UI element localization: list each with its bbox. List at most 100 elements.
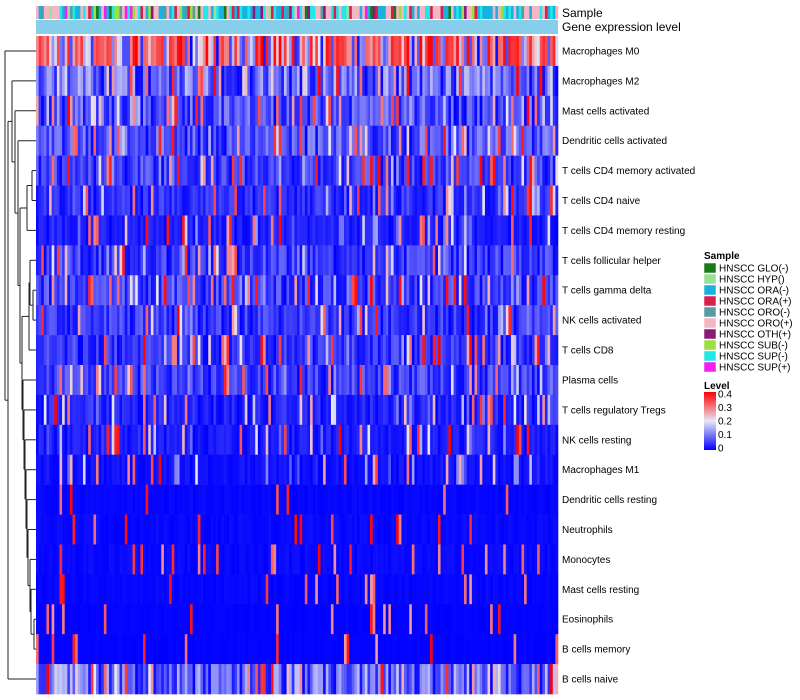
heatmap-cell bbox=[480, 574, 483, 604]
heatmap-cell bbox=[287, 215, 290, 245]
heatmap-cell bbox=[253, 455, 256, 485]
heatmap-cell bbox=[477, 365, 480, 395]
heatmap-cell bbox=[508, 126, 511, 156]
heatmap-cell bbox=[469, 126, 472, 156]
heatmap-cell bbox=[401, 275, 404, 305]
sample-track-cell bbox=[101, 6, 104, 19]
heatmap-cell bbox=[414, 186, 417, 216]
heatmap-cell bbox=[140, 455, 143, 485]
heatmap-cell bbox=[148, 395, 151, 425]
heatmap-cell bbox=[469, 365, 472, 395]
heatmap-cell bbox=[177, 275, 180, 305]
heatmap-cell bbox=[187, 305, 190, 335]
heatmap-cell bbox=[44, 515, 47, 545]
heatmap-cell bbox=[360, 574, 363, 604]
heatmap-cell bbox=[78, 186, 81, 216]
heatmap-cell bbox=[62, 544, 65, 574]
heatmap-cell bbox=[177, 305, 180, 335]
heatmap-cell bbox=[148, 365, 151, 395]
heatmap-cell bbox=[313, 186, 316, 216]
heatmap-cell bbox=[430, 634, 433, 664]
heatmap-cell bbox=[519, 335, 522, 365]
heatmap-cell bbox=[409, 574, 412, 604]
heatmap-cell bbox=[200, 36, 203, 66]
heatmap-cell bbox=[182, 186, 185, 216]
heatmap-cell bbox=[195, 335, 198, 365]
heatmap-cell bbox=[258, 156, 261, 186]
heatmap-cell bbox=[469, 96, 472, 126]
heatmap-cell bbox=[545, 395, 548, 425]
heatmap-cell bbox=[409, 395, 412, 425]
heatmap-cell bbox=[174, 604, 177, 634]
heatmap-cell bbox=[320, 425, 323, 455]
heatmap-cell bbox=[300, 245, 303, 275]
heatmap-cell bbox=[49, 634, 52, 664]
heatmap-cell bbox=[349, 126, 352, 156]
heatmap-cell bbox=[508, 455, 511, 485]
heatmap-cell bbox=[258, 66, 261, 96]
heatmap-cell bbox=[511, 515, 514, 545]
heatmap-cell bbox=[234, 395, 237, 425]
heatmap-cell bbox=[276, 485, 279, 515]
heatmap-cell bbox=[435, 425, 438, 455]
heatmap-cell bbox=[464, 66, 467, 96]
heatmap-cell bbox=[443, 66, 446, 96]
heatmap-cell bbox=[469, 455, 472, 485]
heatmap-cell bbox=[307, 305, 310, 335]
heatmap-cell bbox=[305, 574, 308, 604]
heatmap-cell bbox=[93, 455, 96, 485]
heatmap-cell bbox=[140, 574, 143, 604]
heatmap-cell bbox=[545, 96, 548, 126]
heatmap-cell bbox=[521, 604, 524, 634]
heatmap-cell bbox=[114, 604, 117, 634]
heatmap-cell bbox=[435, 544, 438, 574]
heatmap-cell bbox=[456, 126, 459, 156]
heatmap-cell bbox=[375, 36, 378, 66]
heatmap-cell bbox=[216, 156, 219, 186]
heatmap-cell bbox=[216, 604, 219, 634]
heatmap-cell bbox=[211, 574, 214, 604]
heatmap-cell bbox=[532, 335, 535, 365]
heatmap-cell bbox=[524, 485, 527, 515]
heatmap-cell bbox=[91, 305, 94, 335]
heatmap-cell bbox=[433, 215, 436, 245]
heatmap-cell bbox=[425, 365, 428, 395]
heatmap-cell bbox=[106, 515, 109, 545]
heatmap-cell bbox=[49, 664, 52, 694]
heatmap-cell bbox=[383, 634, 386, 664]
heatmap-cell bbox=[430, 395, 433, 425]
sample-track-cell bbox=[211, 6, 214, 19]
heatmap-cell bbox=[83, 186, 86, 216]
heatmap-cell bbox=[529, 634, 532, 664]
heatmap-cell bbox=[250, 96, 253, 126]
heatmap-cell bbox=[495, 215, 498, 245]
heatmap-cell bbox=[289, 574, 292, 604]
heatmap-cell bbox=[153, 544, 156, 574]
heatmap-cell bbox=[386, 515, 389, 545]
heatmap-cell bbox=[39, 395, 42, 425]
heatmap-cell bbox=[211, 395, 214, 425]
heatmap-cell bbox=[57, 574, 60, 604]
heatmap-cell bbox=[174, 275, 177, 305]
heatmap-cell bbox=[422, 604, 425, 634]
heatmap-cell bbox=[367, 574, 370, 604]
heatmap-cell bbox=[274, 455, 277, 485]
sample-track-cell bbox=[339, 6, 342, 19]
heatmap-cell bbox=[70, 634, 73, 664]
heatmap-cell bbox=[448, 544, 451, 574]
heatmap-cell bbox=[187, 275, 190, 305]
heatmap-cell bbox=[104, 574, 107, 604]
heatmap-cell bbox=[96, 215, 99, 245]
heatmap-cell bbox=[44, 215, 47, 245]
heatmap-cell bbox=[553, 126, 556, 156]
heatmap-cell bbox=[88, 66, 91, 96]
heatmap-cell bbox=[516, 96, 519, 126]
heatmap-cell bbox=[195, 634, 198, 664]
heatmap-cell bbox=[381, 96, 384, 126]
heatmap-cell bbox=[167, 156, 170, 186]
heatmap-cell bbox=[537, 455, 540, 485]
heatmap-cell bbox=[503, 455, 506, 485]
sample-track-cell bbox=[258, 6, 261, 19]
heatmap-cell bbox=[88, 634, 91, 664]
heatmap-cell bbox=[409, 544, 412, 574]
